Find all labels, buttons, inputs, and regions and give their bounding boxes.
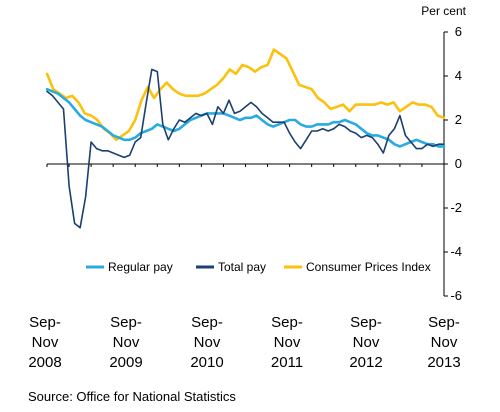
x-tick-label: Sep- — [191, 314, 223, 331]
x-tick-label: 2009 — [109, 354, 142, 371]
y-tick-label: 4 — [455, 68, 462, 83]
x-tick-labels: Sep- Nov 2008 Sep- Nov 2009 Sep- Nov 2010 Sep- Nov… — [28, 314, 460, 371]
x-tick-label: 2010 — [190, 354, 223, 371]
x-tick-label: 2011 — [271, 354, 303, 371]
x-tick-label: Sep- — [271, 314, 303, 331]
x-tick-label: Nov — [194, 334, 221, 351]
legend-label: Consumer Prices Index — [306, 260, 431, 274]
axes — [46, 31, 448, 297]
x-tick-label: 2013 — [427, 354, 460, 371]
x-tick-label: Nov — [431, 334, 458, 351]
y-tick-label: -4 — [450, 244, 462, 259]
y-axis-unit-label: Per cent — [421, 4, 466, 18]
series-line-consumer-prices-index — [45, 48, 446, 142]
x-tick-label: Sep- — [110, 314, 142, 331]
x-tick-label: Nov — [274, 334, 301, 351]
x-tick-label: Sep- — [29, 314, 61, 331]
series-layer — [45, 48, 446, 229]
y-tick-label: -6 — [450, 288, 462, 303]
source-note: Source: Office for National Statistics — [28, 389, 236, 404]
series-line-total-pay — [46, 68, 445, 229]
y-tick-label: 0 — [455, 156, 462, 171]
y-tick-label: 6 — [455, 24, 462, 39]
x-tick-label: Nov — [113, 334, 140, 351]
y-tick-label: -2 — [450, 200, 462, 215]
legend-label: Regular pay — [108, 260, 173, 274]
legend: Regular pay Total pay Consumer Prices Inde… — [86, 260, 431, 274]
x-tick-label: Sep- — [428, 314, 460, 331]
x-tick-label: 2012 — [349, 354, 382, 371]
y-tick-labels: 6 4 2 0 -2 -4 -6 — [450, 24, 462, 303]
x-tick-label: Nov — [353, 334, 380, 351]
x-tick-label: 2008 — [28, 354, 61, 371]
y-tick-label: 2 — [455, 112, 462, 127]
series-line-regular-pay — [45, 87, 446, 148]
x-tick-label: Nov — [32, 334, 59, 351]
legend-label: Total pay — [218, 260, 266, 274]
x-tick-label: Sep- — [350, 314, 382, 331]
